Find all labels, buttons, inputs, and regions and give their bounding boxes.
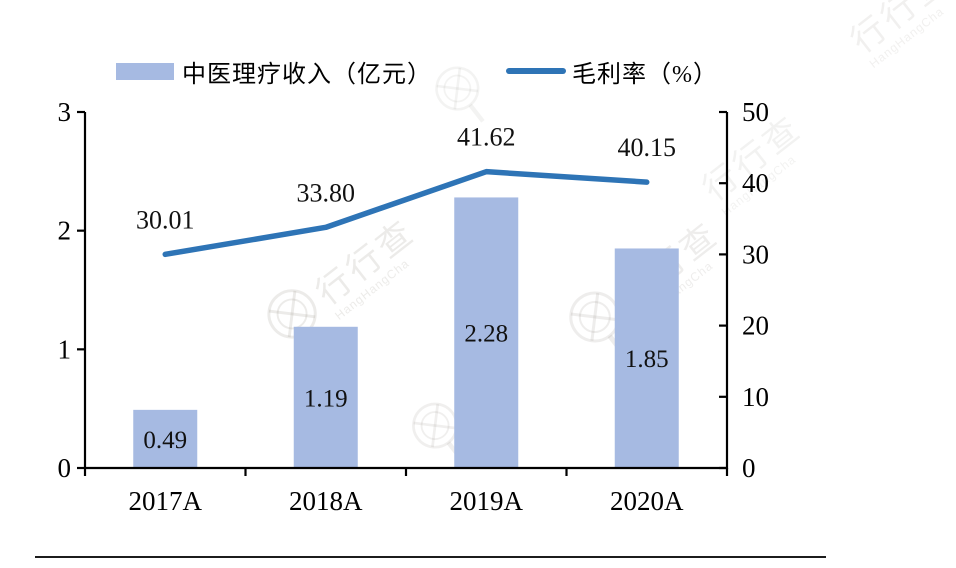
right-axis-tick-label: 40 <box>742 168 769 198</box>
bar-2020A <box>614 248 679 468</box>
line-value-label-2017A: 30.01 <box>136 205 195 234</box>
bar-2018A <box>293 326 358 468</box>
left-axis-tick-label: 0 <box>58 453 72 483</box>
x-axis-label-2018A: 2018A <box>289 486 363 516</box>
left-axis-tick-label: 1 <box>58 334 72 364</box>
bar-series-label: 中医理疗收入（亿元） <box>182 61 432 88</box>
bar-2017A <box>133 409 198 468</box>
right-axis-tick-label: 50 <box>742 97 769 127</box>
line-value-label-2019A: 41.62 <box>457 123 516 152</box>
line-series-label: 毛利率（%） <box>572 61 718 88</box>
bar-series-swatch <box>116 62 174 80</box>
line-series-path <box>162 168 650 258</box>
bottom-divider <box>35 556 826 558</box>
legend-item-line-series: 毛利率（%） <box>506 58 718 88</box>
bar-value-label-2020A: 1.85 <box>625 346 669 373</box>
right-axis-tick-label: 20 <box>742 311 769 341</box>
x-axis-label-2020A: 2020A <box>610 486 684 516</box>
left-axis-tick-label: 2 <box>58 216 72 246</box>
x-axis-label-2017A: 2017A <box>129 486 203 516</box>
left-axis-tick-label: 3 <box>58 97 72 127</box>
legend-item-bar-series: 中医理疗收入（亿元） <box>116 58 432 88</box>
right-axis-tick-label: 10 <box>742 382 769 412</box>
line-series-swatch <box>506 68 566 74</box>
right-axis-tick-label: 30 <box>742 239 769 269</box>
line-value-label-2020A: 40.15 <box>618 133 677 162</box>
bar-2019A <box>454 197 519 468</box>
bar-value-label-2019A: 2.28 <box>464 321 508 348</box>
bar-value-label-2018A: 1.19 <box>304 385 348 412</box>
x-axis-label-2019A: 2019A <box>450 486 524 516</box>
line-value-label-2018A: 33.80 <box>297 178 356 207</box>
right-axis-tick-label: 0 <box>742 453 756 483</box>
bar-value-label-2017A: 0.49 <box>143 427 187 454</box>
